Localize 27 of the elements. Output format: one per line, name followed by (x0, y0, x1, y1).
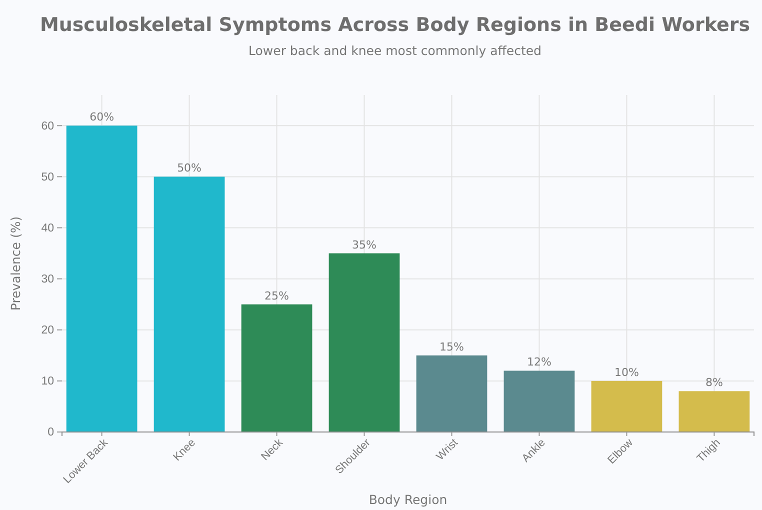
bar (678, 391, 750, 432)
data-label: 15% (440, 340, 464, 354)
y-axis-title: Prevalence (%) (8, 216, 23, 311)
bar (66, 126, 138, 432)
data-label: 25% (264, 289, 289, 302)
y-tick-label: 10 (41, 376, 54, 388)
x-axis-title: Body Region (368, 492, 448, 507)
bar (591, 380, 662, 432)
data-label: 12% (527, 356, 552, 369)
data-label: 8% (705, 376, 723, 390)
chart-subtitle: Lower back and knee most commonly affected (248, 43, 542, 58)
data-label: 10% (614, 366, 639, 379)
bar (504, 370, 575, 432)
y-tick-label: 40 (41, 222, 54, 234)
data-label: 50% (177, 162, 202, 175)
y-tick-label: 60 (41, 120, 54, 132)
bar (416, 355, 488, 432)
bar (328, 253, 400, 432)
data-label: 35% (352, 238, 376, 252)
y-tick-label: 20 (41, 324, 54, 337)
data-label: 60% (90, 110, 114, 124)
y-tick-label: 0 (48, 426, 54, 439)
y-tick-label: 30 (41, 274, 54, 286)
bar (154, 176, 225, 432)
bar (241, 304, 312, 432)
y-tick-label: 50 (41, 171, 54, 184)
chart-title: Musculoskeletal Symptoms Across Body Regions in Beedi Workers (40, 14, 750, 36)
